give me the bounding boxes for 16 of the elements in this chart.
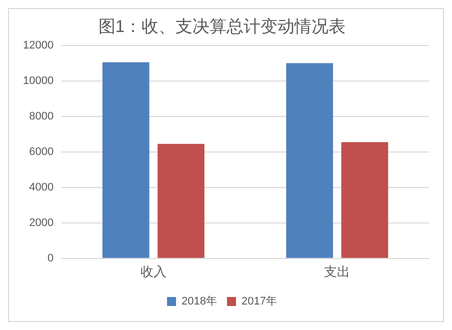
x-tick-label: 支出 [324, 264, 350, 279]
y-tick-label: 12000 [22, 39, 54, 52]
legend-label: 2017年 [242, 296, 277, 308]
bar [102, 62, 150, 258]
y-tick-label: 2000 [29, 216, 54, 229]
y-tick-label: 4000 [29, 181, 54, 194]
x-tick-label: 收入 [140, 264, 166, 279]
y-tick-label: 6000 [29, 146, 54, 158]
bar [286, 63, 334, 258]
legend-label: 2018年 [182, 296, 218, 308]
y-tick-label: 0 [47, 252, 54, 264]
chart-title: 图1：收、支决算总计变动情况表 [98, 16, 346, 36]
y-tick-label: 10000 [22, 74, 54, 87]
bar [158, 144, 204, 258]
bar [341, 142, 388, 258]
y-tick-label: 8000 [29, 110, 54, 122]
